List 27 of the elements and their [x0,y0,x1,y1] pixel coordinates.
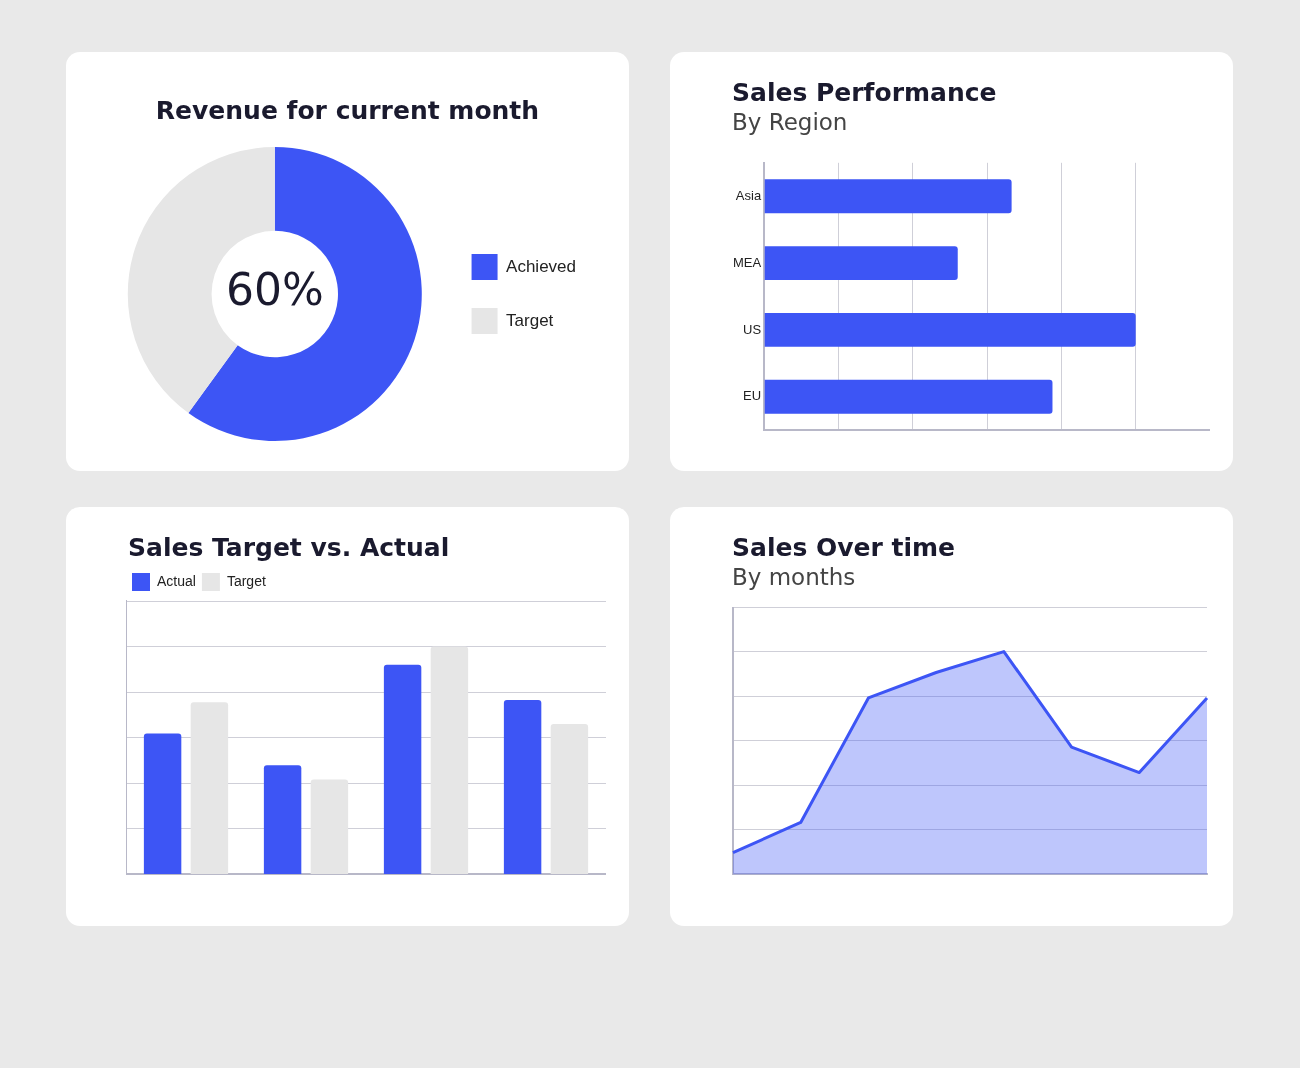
legend-label: Actual [157,572,196,589]
bar [430,646,469,874]
bar [764,312,1136,347]
chart-title: Sales Over time [732,533,956,562]
y-tick-label: MEA [733,254,762,270]
bar [383,664,422,874]
bar [764,246,958,281]
legend-label: Achieved [506,256,576,276]
y-tick-label: EU [743,388,762,404]
bar [263,765,302,874]
chart-title: Sales Performance [732,78,997,107]
bar [190,702,229,874]
bar [764,179,1012,214]
chart-title: Revenue for current month [154,96,541,125]
bar [764,379,1053,414]
chart-subtitle: By months [732,564,857,590]
legend-label: Target [226,572,266,589]
text: 60% [225,264,324,316]
bar [503,700,542,874]
bar [143,733,182,874]
legend-label: Target [506,310,554,330]
y-tick-label: Asia [735,187,762,203]
y-tick-label: US [743,321,762,337]
chart-title: Sales Target vs. Actual [128,533,450,562]
chart-subtitle: By Region [732,109,849,135]
bar [550,724,589,874]
bar [310,779,349,874]
